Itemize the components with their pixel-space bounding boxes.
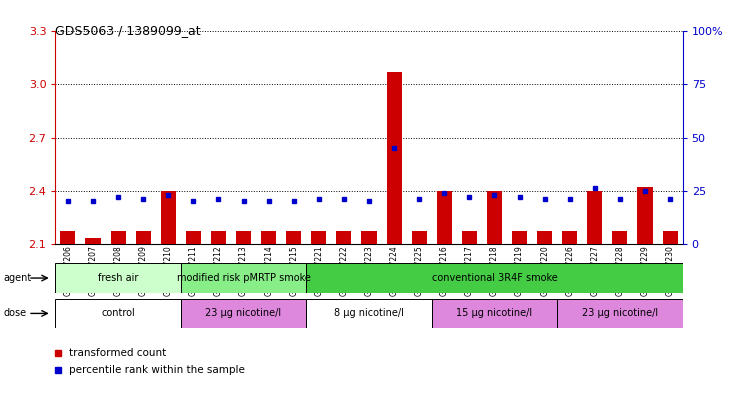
Bar [337, 231, 351, 244]
Bar [412, 231, 427, 244]
Text: dose: dose [4, 309, 27, 318]
Bar [562, 231, 577, 244]
Bar [61, 231, 75, 244]
Bar [55, 299, 181, 328]
Bar [557, 299, 683, 328]
Bar [136, 231, 151, 244]
Text: fresh air: fresh air [98, 273, 138, 283]
Bar [181, 299, 306, 328]
Bar [181, 263, 306, 293]
Bar [111, 231, 125, 244]
Bar [432, 299, 557, 328]
Bar [613, 231, 627, 244]
Bar [286, 231, 301, 244]
Bar [638, 187, 652, 244]
Bar [663, 231, 677, 244]
Text: percentile rank within the sample: percentile rank within the sample [69, 365, 245, 375]
Bar [236, 231, 251, 244]
Bar [462, 231, 477, 244]
Bar [512, 231, 527, 244]
Bar [587, 191, 602, 244]
Bar [306, 299, 432, 328]
Text: transformed count: transformed count [69, 348, 166, 358]
Bar [487, 191, 502, 244]
Text: 23 μg nicotine/l: 23 μg nicotine/l [205, 309, 282, 318]
Text: agent: agent [4, 273, 32, 283]
Bar [362, 231, 376, 244]
Bar [55, 263, 181, 293]
Text: control: control [101, 309, 135, 318]
Text: conventional 3R4F smoke: conventional 3R4F smoke [432, 273, 557, 283]
Bar [306, 263, 683, 293]
Text: 8 μg nicotine/l: 8 μg nicotine/l [334, 309, 404, 318]
Bar [86, 238, 100, 244]
Bar [261, 231, 276, 244]
Text: GDS5063 / 1389099_at: GDS5063 / 1389099_at [55, 24, 201, 37]
Bar [537, 231, 552, 244]
Text: modified risk pMRTP smoke: modified risk pMRTP smoke [176, 273, 311, 283]
Bar [311, 231, 326, 244]
Bar [437, 191, 452, 244]
Bar [186, 231, 201, 244]
Bar [211, 231, 226, 244]
Text: 23 μg nicotine/l: 23 μg nicotine/l [582, 309, 658, 318]
Text: 15 μg nicotine/l: 15 μg nicotine/l [456, 309, 533, 318]
Bar [161, 191, 176, 244]
Bar [387, 72, 401, 244]
